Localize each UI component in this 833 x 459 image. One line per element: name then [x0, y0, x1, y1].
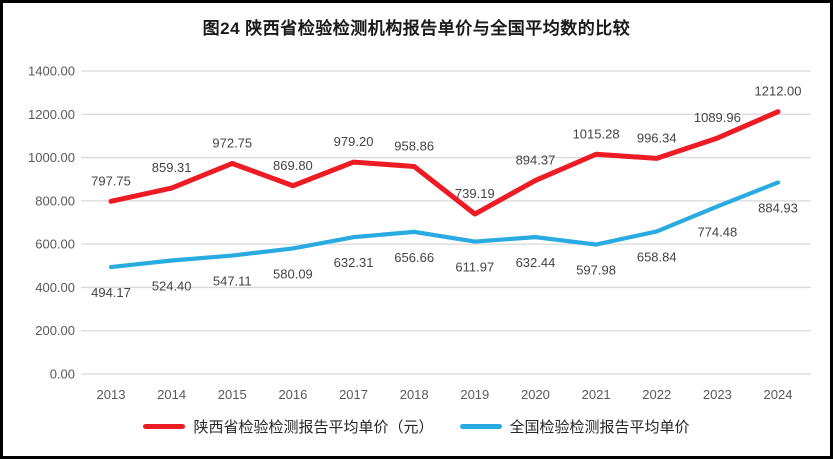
chart-title: 图24 陕西省检验检测机构报告单价与全国平均数的比较: [202, 19, 631, 38]
x-tick-label: 2019: [460, 387, 489, 402]
data-label-1: 632.31: [334, 255, 374, 270]
data-label-1: 774.48: [697, 224, 737, 239]
y-tick-label: 400.00: [35, 280, 75, 295]
data-label-1: 884.93: [758, 200, 798, 215]
chart-legend: 陕西省检验检测报告平均单价（元） 全国检验检测报告平均单价: [3, 416, 830, 437]
data-label-1: 580.09: [273, 266, 313, 281]
data-label-1: 494.17: [91, 285, 131, 300]
x-tick-label: 2020: [521, 387, 550, 402]
data-label-0: 972.75: [212, 135, 252, 150]
data-label-1: 656.66: [394, 250, 434, 265]
data-label-1: 524.40: [152, 279, 192, 294]
legend-label-national: 全国检验检测报告平均单价: [509, 419, 690, 436]
x-tick-label: 2013: [97, 387, 126, 402]
x-tick-label: 2014: [157, 387, 186, 402]
legend-line-red: [143, 424, 186, 429]
data-label-0: 859.31: [152, 160, 192, 175]
y-tick-label: 800.00: [35, 193, 75, 208]
x-tick-label: 2021: [582, 387, 611, 402]
y-tick-label: 1400.00: [28, 64, 75, 79]
data-label-0: 1212.00: [755, 84, 802, 99]
y-tick-label: 600.00: [35, 237, 75, 252]
y-tick-label: 200.00: [35, 323, 75, 338]
legend-label-shaanxi: 陕西省检验检测报告平均单价（元）: [193, 419, 434, 436]
series-line-0: [108, 109, 781, 217]
x-tick-label: 2022: [642, 387, 671, 402]
data-label-0: 1015.28: [573, 126, 620, 141]
x-tick-label: 2024: [764, 387, 793, 402]
legend-item-national: 全国检验检测报告平均单价: [459, 416, 690, 437]
y-tick-label: 0.00: [50, 367, 75, 382]
x-tick-label: 2018: [400, 387, 429, 402]
series-line-1: [108, 180, 781, 270]
data-label-0: 797.75: [91, 173, 131, 188]
data-label-1: 547.11: [213, 274, 252, 289]
data-label-1: 597.98: [576, 263, 616, 278]
data-label-0: 869.80: [273, 158, 313, 173]
y-tick-label: 1200.00: [28, 107, 75, 122]
legend-item-shaanxi: 陕西省检验检测报告平均单价（元）: [143, 416, 434, 437]
data-label-0: 979.20: [334, 134, 374, 149]
data-label-0: 958.86: [394, 138, 434, 153]
data-label-0: 1089.96: [694, 110, 741, 125]
data-label-1: 658.84: [637, 249, 677, 264]
x-tick-label: 2017: [339, 387, 368, 402]
data-label-0: 739.19: [455, 186, 495, 201]
line-chart: 0.00 200.00 400.00 600.00 800.00 1000.00 1200.…: [28, 64, 811, 402]
data-label-0: 894.37: [516, 152, 556, 167]
x-tick-label: 2016: [278, 387, 307, 402]
data-label-1: 611.97: [455, 260, 494, 275]
data-label-1: 632.44: [516, 255, 556, 270]
legend-line-blue: [459, 424, 502, 429]
x-tick-label: 2015: [218, 387, 247, 402]
data-label-0: 996.34: [637, 130, 677, 145]
x-tick-label: 2023: [703, 387, 732, 402]
y-tick-label: 1000.00: [28, 150, 75, 165]
